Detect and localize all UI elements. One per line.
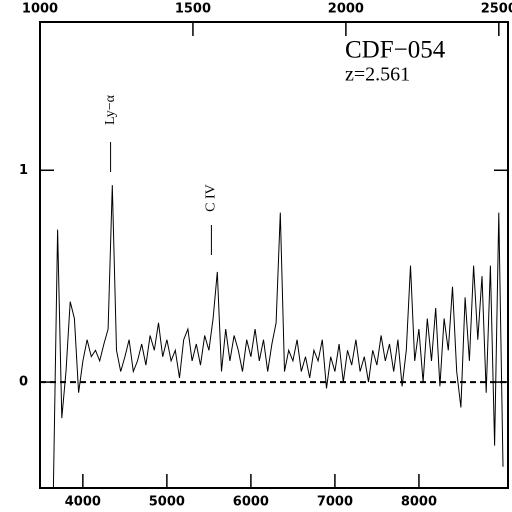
chart-title: CDF−054 — [345, 37, 446, 64]
chart-subtitle: z=2.561 — [345, 64, 410, 86]
plot-frame — [39, 21, 509, 489]
x2-tick-label: 1500 — [175, 2, 211, 17]
y-tick-label: 1 — [19, 163, 28, 178]
spectrum-line — [52, 185, 504, 489]
x-tick-label: 6000 — [233, 495, 269, 510]
x-tick-label: 8000 — [401, 495, 437, 510]
x-tick-label: 7000 — [317, 495, 353, 510]
x2-tick-label: 2000 — [328, 2, 364, 17]
x2-tick-label: 1000 — [22, 2, 58, 17]
x-tick-label: 4000 — [65, 495, 101, 510]
annotation-label: Ly−α — [103, 94, 118, 125]
x-tick-label: 5000 — [149, 495, 185, 510]
annotation-label: C IV — [204, 184, 219, 212]
y-tick-label: 0 — [19, 375, 28, 390]
